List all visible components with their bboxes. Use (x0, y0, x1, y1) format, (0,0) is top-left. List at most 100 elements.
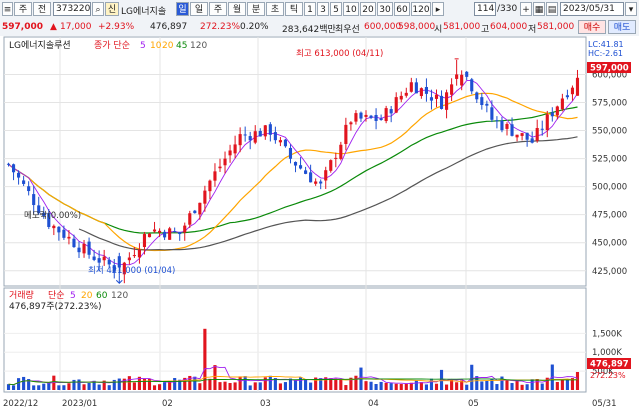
candle-body (439, 95, 444, 109)
candle-body (560, 98, 564, 110)
period-button-month[interactable]: 월 (228, 2, 246, 16)
sell-button[interactable]: 매도 (608, 20, 636, 34)
volume-bar (97, 384, 101, 390)
volume-bar (102, 380, 106, 390)
candle-body (354, 113, 358, 122)
volume-bar (42, 383, 46, 390)
volume-bar (384, 383, 388, 390)
candle-body (399, 95, 403, 100)
calendar-dropdown-icon[interactable]: ▾ (625, 2, 637, 16)
candle-body (384, 108, 388, 122)
date-input[interactable]: 2023/05/31 (560, 2, 624, 16)
volume-bar (193, 376, 197, 390)
volume-bar (293, 379, 298, 390)
volume-panel-title: 거래량 (9, 289, 34, 301)
volume-ma-5: 5 (70, 291, 76, 301)
best-ask: 600,000 (364, 22, 402, 32)
best-quote-label: 최우선 (335, 25, 360, 35)
step-20[interactable]: 20 (360, 2, 376, 16)
day-badge[interactable]: 일 (176, 2, 189, 16)
buy-button[interactable]: 매수 (578, 20, 606, 34)
volume-bar (329, 378, 333, 390)
calendar-icon[interactable]: ▦ (533, 2, 545, 16)
candle-body (178, 231, 182, 235)
volume-bar (535, 379, 539, 390)
period-button-minute[interactable]: 분 (247, 2, 265, 16)
period-button-second[interactable]: 초 (266, 2, 284, 16)
volume-bar (72, 379, 76, 390)
volume-ma-lines (8, 366, 578, 386)
price-tick-label: 600,000 (592, 70, 627, 80)
volume-bar (460, 380, 464, 390)
candle-body (82, 243, 86, 254)
toolbar: ≡ 주 전 373220 ⌕ 신 LG에너지솔 일 일 주 월 분 초 틱 1 … (0, 0, 639, 37)
candle-body (495, 120, 499, 122)
volume-bar (399, 384, 403, 390)
volume-bar (288, 378, 293, 390)
candle-body (198, 202, 202, 215)
candle-body (414, 82, 418, 94)
low-marker (115, 275, 123, 284)
candle-body (57, 226, 61, 233)
period-select[interactable]: 전 (33, 2, 51, 16)
low-label: 저 (528, 25, 537, 35)
high-annotation: 최고 613,000 (04/11) (296, 48, 383, 59)
step-1[interactable]: 1 (304, 2, 316, 16)
zoom-in-icon[interactable]: + (520, 2, 532, 16)
candle-body (188, 213, 192, 225)
candle-body (429, 97, 434, 101)
volume-bar (67, 383, 71, 390)
chart-area[interactable]: LG에너지솔루션 종가 단순 5 10 20 45 120 LC:41.81 H… (0, 36, 639, 412)
volume-bar (354, 375, 358, 390)
volume-bar (62, 385, 66, 390)
period-button-week[interactable]: 주 (209, 2, 227, 16)
market-select[interactable]: 주 (14, 2, 32, 16)
volume-bar (168, 380, 172, 390)
candle-body (298, 165, 303, 169)
volume-bar (475, 376, 479, 390)
x-axis: 2022/12 2023/01 02 03 04 05 05/31 (3, 399, 617, 409)
search-icon[interactable]: ⌕ (92, 2, 104, 16)
toolbar-row-1: ≡ 주 전 373220 ⌕ 신 LG에너지솔 일 일 주 월 분 초 틱 1 … (0, 1, 639, 18)
candle-body (475, 92, 479, 100)
lock-icon[interactable]: ▤ (546, 2, 558, 16)
drop-annotation: 메모락(0.00%) (24, 210, 81, 221)
x-tick-label: 05/31 (592, 399, 617, 409)
candle-body (193, 210, 197, 214)
price-panel-title: LG에너지솔루션 (9, 40, 71, 51)
stock-chart[interactable]: LG에너지솔루션 종가 단순 5 10 20 45 120 LC:41.81 H… (0, 36, 639, 412)
step-60[interactable]: 60 (394, 2, 410, 16)
step-30[interactable]: 30 (377, 2, 393, 16)
step-10[interactable]: 10 (343, 2, 359, 16)
menu-button[interactable]: ≡ (2, 2, 13, 16)
candle-body (147, 233, 152, 238)
chevron-right-icon[interactable]: ▸ (432, 2, 444, 16)
step-3[interactable]: 3 (317, 2, 329, 16)
low-price: 581,000 (537, 22, 575, 32)
volume-bar (424, 384, 428, 390)
period-button-day[interactable]: 일 (190, 2, 208, 16)
volume-bar (107, 385, 111, 390)
candle-body (520, 133, 524, 136)
candle-body (32, 194, 36, 206)
stock-code-input[interactable]: 373220 (53, 2, 91, 16)
view-count-input[interactable]: 114 (474, 2, 496, 16)
candle-body (540, 128, 544, 130)
price-y-axis: 600,000 575,000 550,000 525,000 500,000 475,0… (592, 70, 627, 276)
volume-ma-label: 단순 (48, 290, 65, 301)
step-120[interactable]: 120 (411, 2, 431, 16)
candle-body (349, 122, 353, 125)
candle-body (87, 241, 91, 255)
volume-bar (490, 379, 494, 390)
period-button-tick[interactable]: 틱 (285, 2, 303, 16)
volume-bar (228, 383, 232, 390)
x-tick-label: 02 (162, 399, 173, 409)
step-5[interactable]: 5 (330, 2, 342, 16)
volume-bar (349, 377, 353, 390)
candle-body (47, 213, 51, 227)
candle-body (228, 150, 232, 156)
turnover-ratio: 0.20% (240, 22, 269, 32)
candle-body (455, 74, 459, 79)
volume-bar (263, 377, 267, 390)
volume-bar (173, 378, 177, 390)
